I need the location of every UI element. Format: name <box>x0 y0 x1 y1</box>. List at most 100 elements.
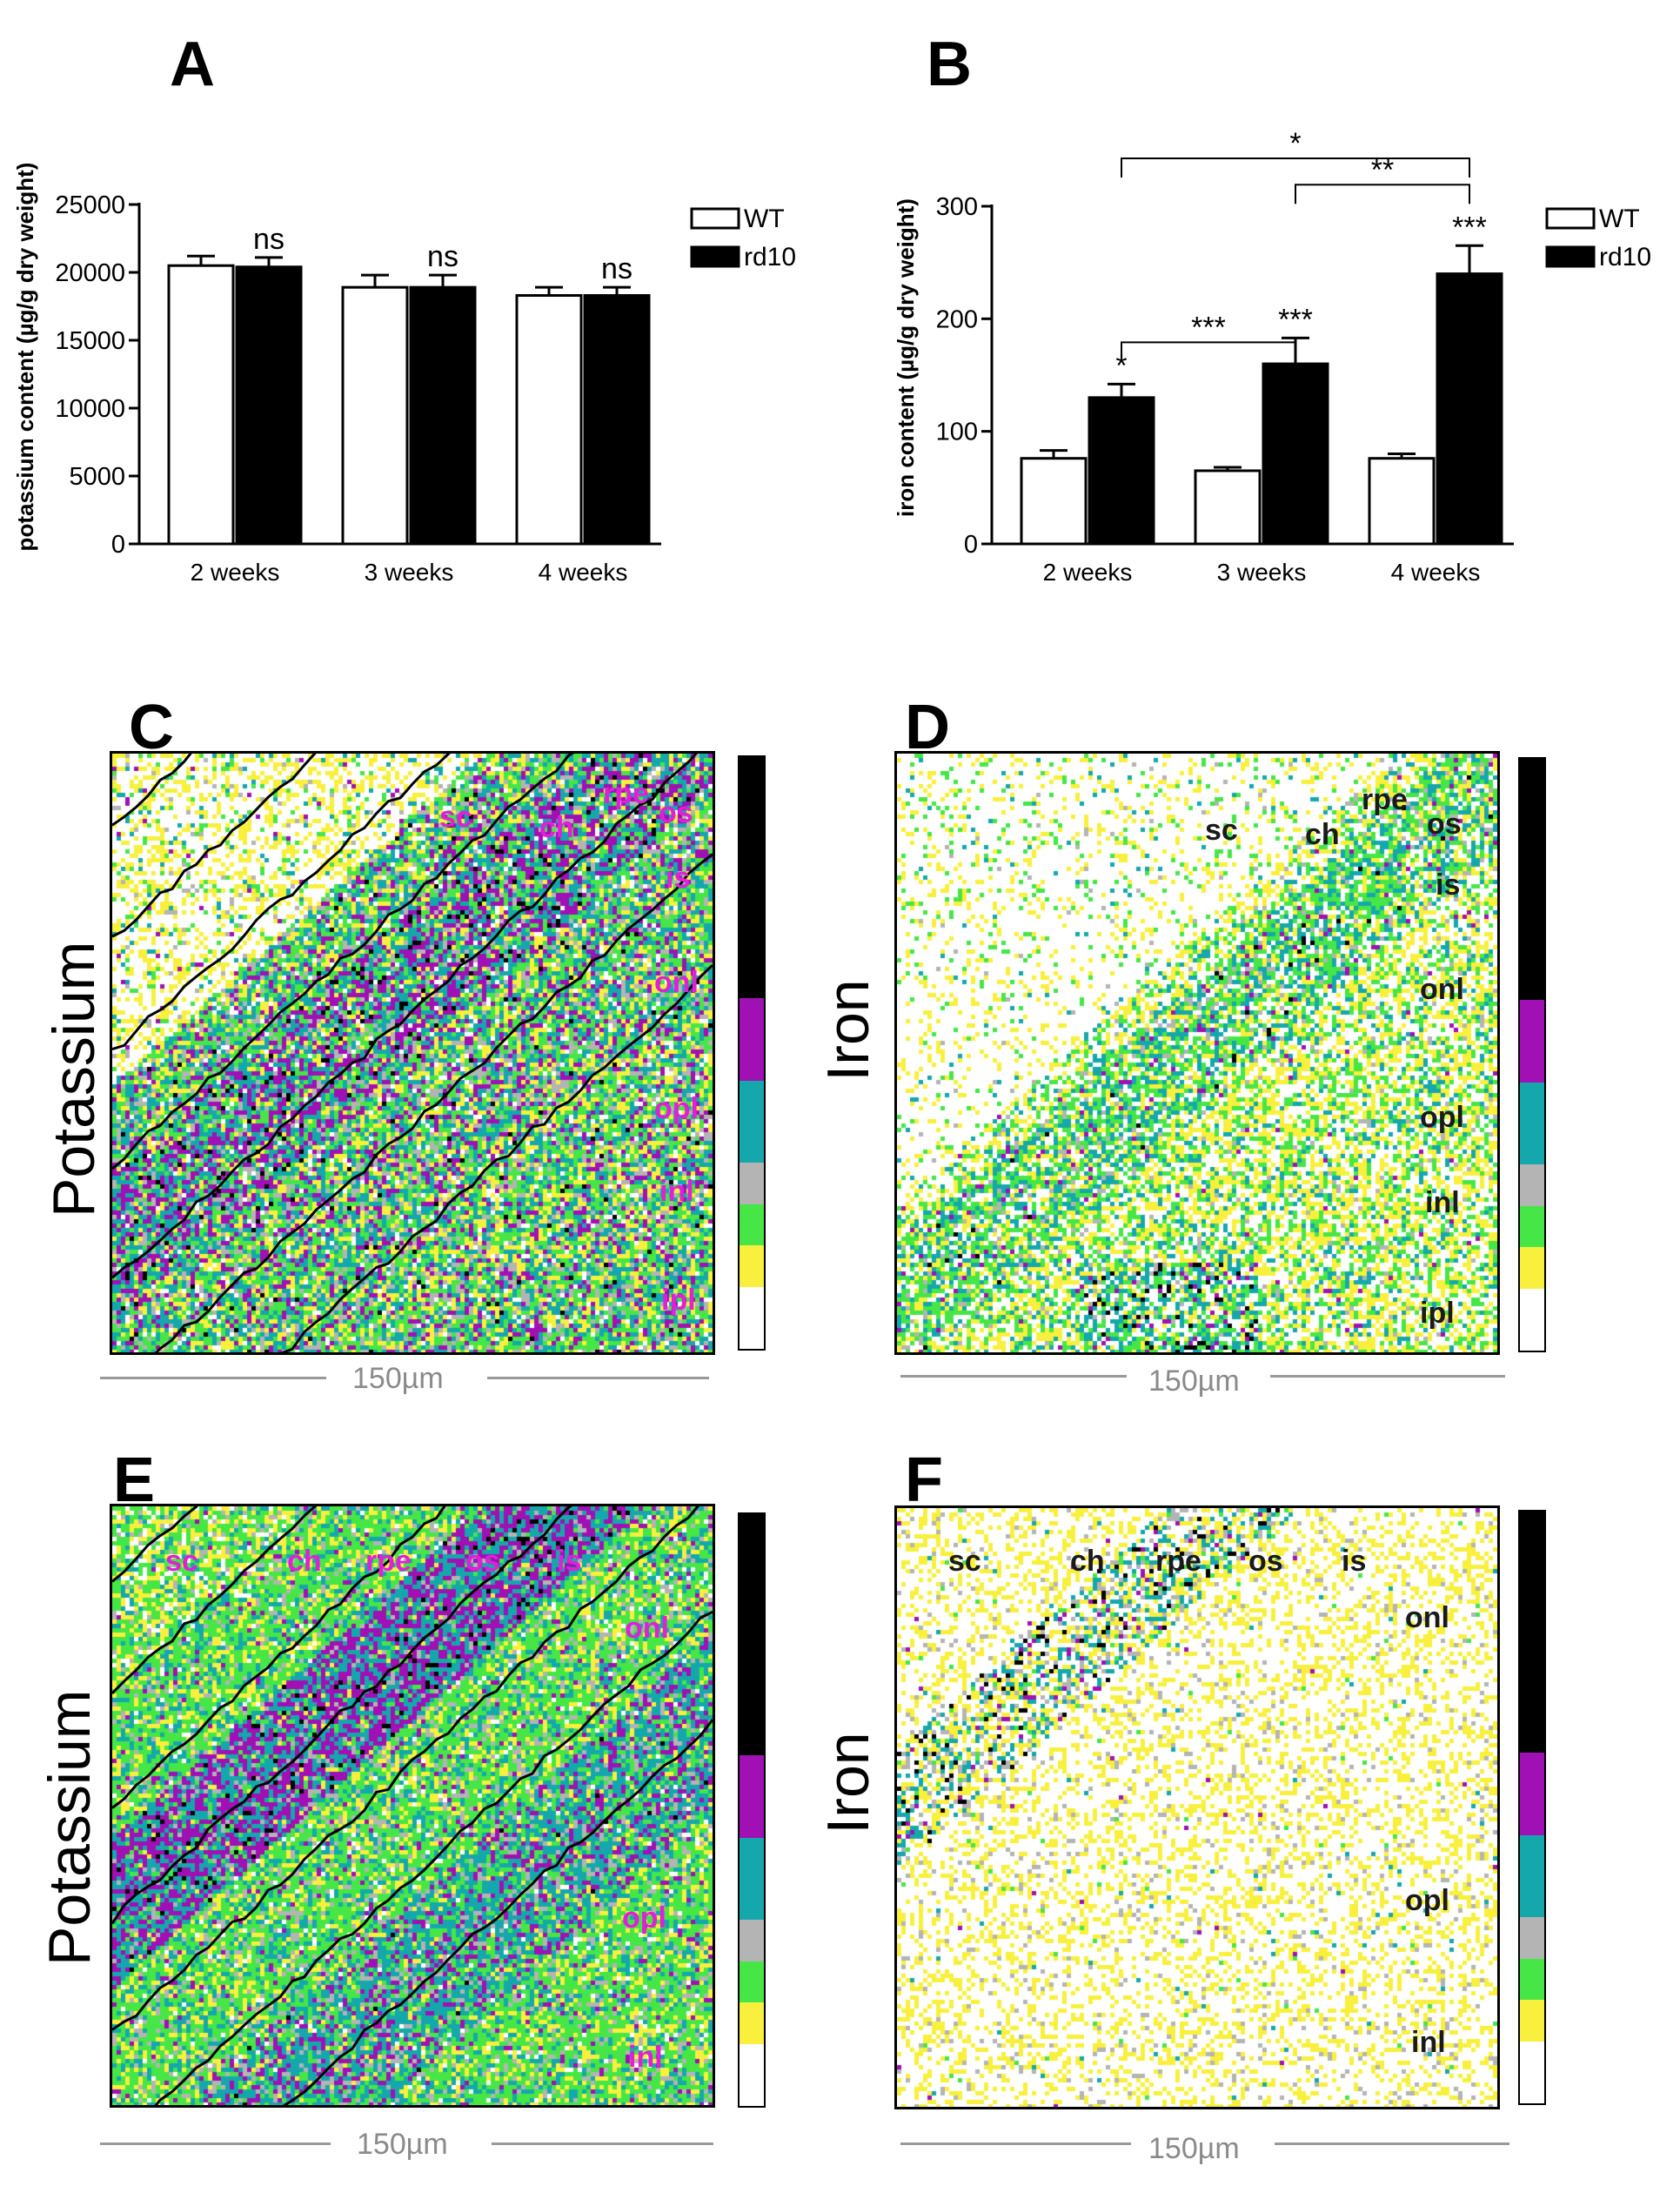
potassium-map-c <box>110 751 715 1355</box>
scalebar-f-left <box>900 2142 1131 2145</box>
colorbar-segment <box>740 1514 764 1755</box>
y-tick-label-a: 0 <box>111 531 125 559</box>
y-tick-label-b: 0 <box>964 531 978 559</box>
panel-letter-b: B <box>927 30 972 99</box>
layer-boundary-line <box>112 754 574 1170</box>
significance-label-a: ns <box>253 223 284 256</box>
colorbar-segment <box>1520 999 1544 1083</box>
layer-boundary-line <box>112 754 317 938</box>
layer-label-d-sc: sc <box>1205 814 1238 847</box>
layer-label-d-onl: onl <box>1420 973 1464 1006</box>
colorbar-segment <box>1520 1164 1544 1206</box>
scalebar-c-label: 150µm <box>352 1362 444 1395</box>
y-tick-label-a: 15000 <box>55 327 125 355</box>
colorbar-segment <box>740 757 764 998</box>
legend-label-a-rd10: rd10 <box>744 243 796 272</box>
colorbar-segment <box>1520 1288 1544 1351</box>
layer-label-f-rpe: rpe <box>1155 1545 1201 1578</box>
colorbar-segment <box>740 1080 764 1163</box>
bar-b-rd10 <box>1436 272 1503 546</box>
colorbar-segment <box>740 1961 764 2003</box>
layer-label-e-rpe: rpe <box>365 1545 412 1578</box>
legend-swatch-b-wt <box>1545 207 1596 230</box>
legend-swatch-a-rd10 <box>690 245 740 268</box>
iron-map-f <box>894 1505 1500 2109</box>
layer-label-d-inl: inl <box>1425 1186 1460 1219</box>
potassium-map-e <box>110 1504 715 2108</box>
legend-label-b-rd10: rd10 <box>1599 243 1651 272</box>
layer-boundary-line <box>112 1506 699 2031</box>
comparison-bracket-b <box>1295 184 1470 205</box>
layer-boundary-line <box>282 1719 713 2105</box>
bar-charts: 0 5000 10000 15000 20000 25000 potassium conte… <box>12 127 1651 586</box>
bar-b-wt <box>1020 457 1088 546</box>
bar-a-wt <box>515 294 583 546</box>
layer-label-c-is: is <box>666 862 691 895</box>
colorbar-segment <box>740 1286 764 1349</box>
scalebar-c-left <box>100 1377 326 1379</box>
panel-letter-f: F <box>905 1445 943 1515</box>
layer-label-c-onl: onl <box>654 966 699 999</box>
colorbar-segment <box>740 1837 764 1921</box>
bar-a-rd10 <box>235 265 303 546</box>
significance-label-a: ns <box>427 240 458 273</box>
y-axis-label-b: iron content (µg/g dry weight) <box>893 198 919 517</box>
y-axis-label-a: potassium content (µg/g dry weight) <box>12 163 38 552</box>
colorbar-segment <box>1520 1917 1544 1959</box>
colorbar-segment <box>1520 1247 1544 1289</box>
layer-label-d-rpe: rpe <box>1362 783 1408 816</box>
layer-label-f-opl: opl <box>1405 1884 1449 1917</box>
bar-b-rd10 <box>1088 396 1155 546</box>
x-tick-label-a: 3 weeks <box>365 559 454 586</box>
y-tick-label-a: 5000 <box>69 463 125 491</box>
layer-boundary-line <box>112 1506 318 1694</box>
colorbar-segment <box>1520 1958 1544 2001</box>
layer-label-c-ch: ch <box>539 811 574 844</box>
layer-label-f-is: is <box>1342 1545 1367 1578</box>
colorbar-e <box>738 1512 766 2108</box>
significance-label-a: ns <box>601 252 633 285</box>
layer-label-f-ch: ch <box>1070 1545 1105 1578</box>
iron-map-d <box>894 751 1500 1355</box>
layer-label-c-sc: sc <box>439 801 472 834</box>
comparison-bracket-b <box>1121 158 1470 178</box>
bar-a-wt <box>341 285 409 546</box>
significance-label-b: * <box>1115 349 1127 382</box>
layer-label-c-os: os <box>659 796 693 829</box>
comparison-bracket-label-b: *** <box>1191 311 1226 344</box>
layer-label-e-onl: onl <box>625 1612 669 1645</box>
layer-label-e-ch: ch <box>287 1545 322 1578</box>
colorbar-segment <box>1520 1082 1544 1165</box>
layer-label-e-sc: sc <box>165 1545 198 1578</box>
layer-boundary-line <box>154 1610 713 2105</box>
potassium-side-label-c: Potassium <box>41 941 107 1217</box>
potassium-side-label-e: Potassium <box>37 1689 103 1966</box>
layer-label-f-inl: inl <box>1411 2026 1446 2059</box>
colorbar-segment <box>1520 1512 1544 1753</box>
layer-boundary-line <box>154 853 713 1352</box>
layer-boundary-line <box>112 1506 573 1925</box>
colorbar-segment <box>740 1163 764 1204</box>
layer-label-c-rpe: rpe <box>603 777 649 810</box>
colorbar-segment <box>1520 759 1544 1000</box>
layer-label-e-os: os <box>465 1545 500 1578</box>
y-tick-label-a: 20000 <box>55 259 125 287</box>
y-tick-label-b: 300 <box>936 193 978 221</box>
layer-label-c-inl: inl <box>659 1175 694 1208</box>
layer-label-e-inl: inl <box>628 2041 663 2074</box>
layer-label-d-ch: ch <box>1305 818 1340 851</box>
panel-letter-a: A <box>170 30 215 99</box>
scalebar-d-left <box>900 1375 1127 1378</box>
layer-boundary-line <box>112 1506 446 1809</box>
layer-label-d-os: os <box>1427 808 1462 841</box>
x-tick-label-b: 3 weeks <box>1217 559 1307 586</box>
layer-label-d-opl: opl <box>1420 1101 1464 1134</box>
significance-label-b: *** <box>1452 211 1487 244</box>
layer-label-d-is: is <box>1436 868 1461 902</box>
colorbar-segment <box>740 2043 764 2106</box>
bar-a-rd10 <box>583 294 651 546</box>
layer-label-f-onl: onl <box>1405 1601 1449 1634</box>
layer-boundary-line <box>112 754 451 1051</box>
colorbar-d <box>1518 757 1546 1352</box>
legend-label-b-wt: WT <box>1599 205 1640 233</box>
